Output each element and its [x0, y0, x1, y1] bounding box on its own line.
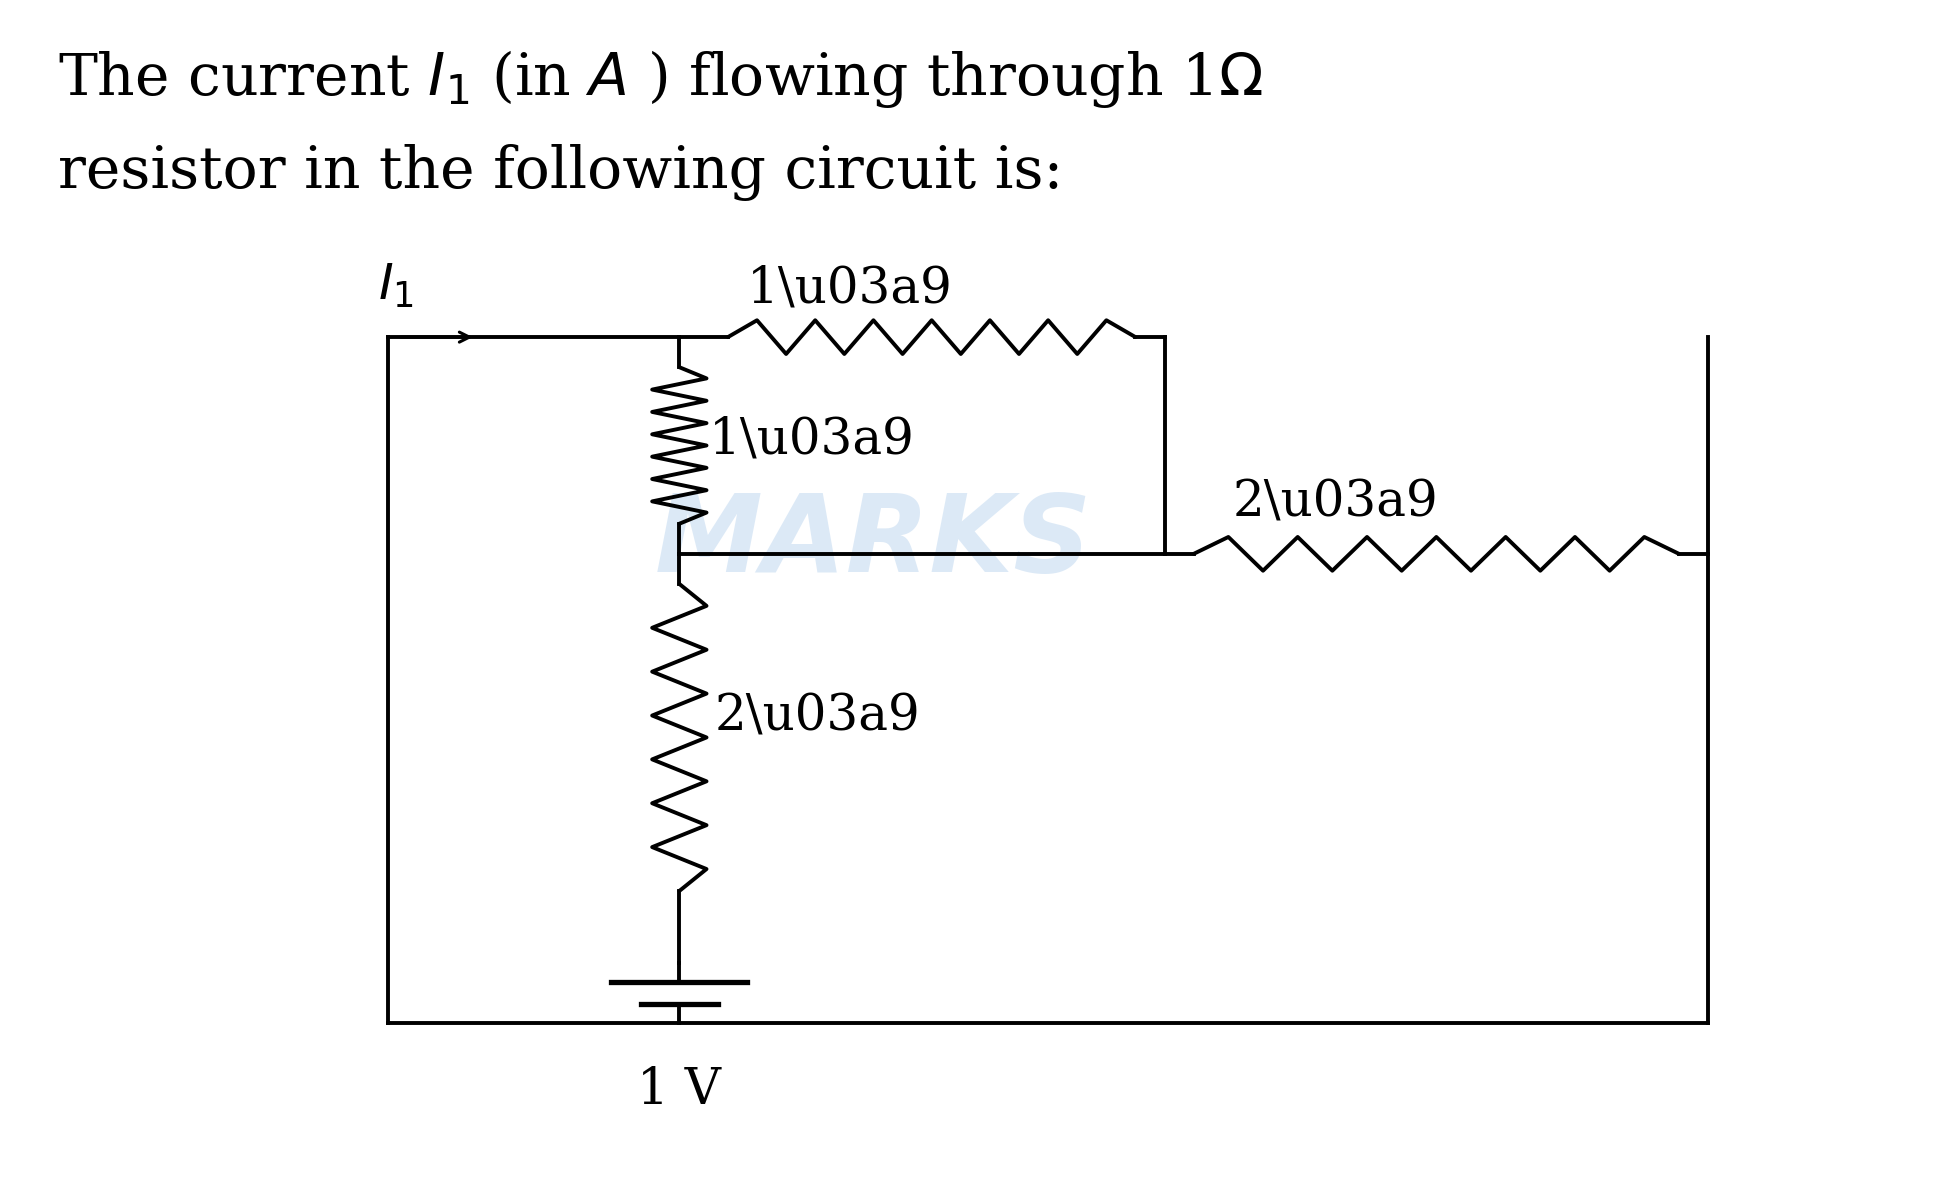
Text: 2\u03a9: 2\u03a9	[714, 691, 920, 742]
Text: 1\u03a9: 1\u03a9	[747, 264, 953, 313]
Text: 2\u03a9: 2\u03a9	[1233, 478, 1438, 527]
Text: MARKS: MARKS	[654, 489, 1093, 595]
Text: $I_1$: $I_1$	[378, 261, 413, 311]
Text: 1 V: 1 V	[637, 1066, 722, 1115]
Text: 1\u03a9: 1\u03a9	[708, 414, 914, 465]
Text: The current $I_1$ (in $A$ ) flowing through 1$\Omega$: The current $I_1$ (in $A$ ) flowing thro…	[58, 48, 1264, 110]
Text: resistor in the following circuit is:: resistor in the following circuit is:	[58, 144, 1064, 201]
